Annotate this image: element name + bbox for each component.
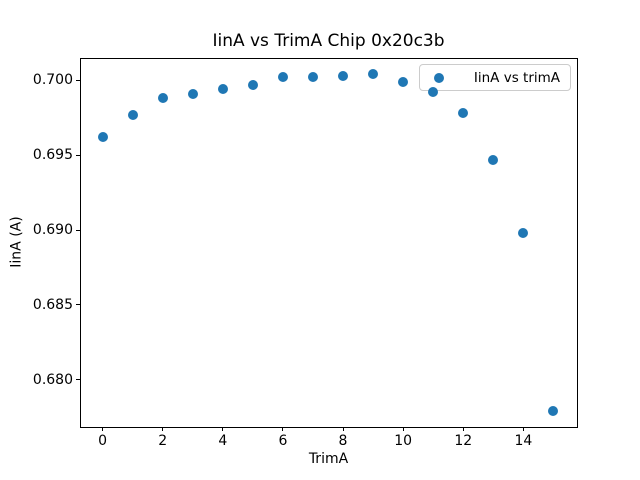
scatter-point — [157, 93, 168, 104]
y-tick-label: 0.690 — [32, 222, 73, 239]
x-tick-label: 10 — [394, 433, 413, 449]
x-axis-label: TrimA — [308, 451, 349, 467]
scatter-point — [428, 87, 439, 98]
y-tick-mark — [76, 304, 80, 306]
x-tick-mark — [462, 427, 464, 431]
x-tick-mark — [522, 427, 524, 431]
x-tick-mark — [282, 427, 284, 431]
scatter-point — [217, 84, 228, 95]
x-tick-mark — [222, 427, 224, 431]
y-tick-label: 0.680 — [32, 371, 73, 388]
x-tick-mark — [342, 427, 344, 431]
x-tick-label: 12 — [454, 433, 473, 449]
x-tick-label: 0 — [98, 433, 107, 449]
x-tick-label: 14 — [514, 433, 533, 449]
scatter-point — [488, 154, 499, 165]
scatter-point — [368, 69, 379, 80]
legend: IinA vs trimA — [418, 64, 571, 91]
scatter-point — [247, 79, 258, 90]
scatter-point — [127, 109, 138, 120]
scatter-point — [277, 72, 288, 83]
chart-title: IinA vs TrimA Chip 0x20c3b — [212, 31, 445, 51]
scatter-point — [187, 88, 198, 99]
scatter-point — [518, 228, 529, 239]
x-tick-mark — [102, 427, 104, 431]
legend-label: IinA vs trimA — [473, 69, 560, 86]
y-tick-mark — [76, 229, 80, 231]
y-tick-mark — [76, 154, 80, 156]
scatter-point — [548, 406, 559, 417]
x-tick-mark — [162, 427, 164, 431]
y-tick-mark — [76, 379, 80, 381]
scatter-point — [97, 132, 108, 143]
x-tick-label: 2 — [158, 433, 168, 449]
x-tick-mark — [402, 427, 404, 431]
x-tick-label: 6 — [278, 433, 288, 449]
plot-area — [80, 58, 578, 428]
scatter-point — [338, 70, 349, 81]
scatter-point — [307, 72, 318, 83]
y-tick-label: 0.700 — [32, 72, 73, 89]
legend-marker-icon — [433, 72, 444, 83]
x-tick-label: 8 — [338, 433, 348, 449]
x-tick-label: 4 — [218, 433, 228, 449]
y-tick-label: 0.685 — [32, 296, 73, 313]
y-tick-label: 0.695 — [32, 147, 73, 164]
scatter-point — [458, 108, 469, 119]
scatter-point — [398, 76, 409, 87]
y-tick-mark — [76, 79, 80, 81]
